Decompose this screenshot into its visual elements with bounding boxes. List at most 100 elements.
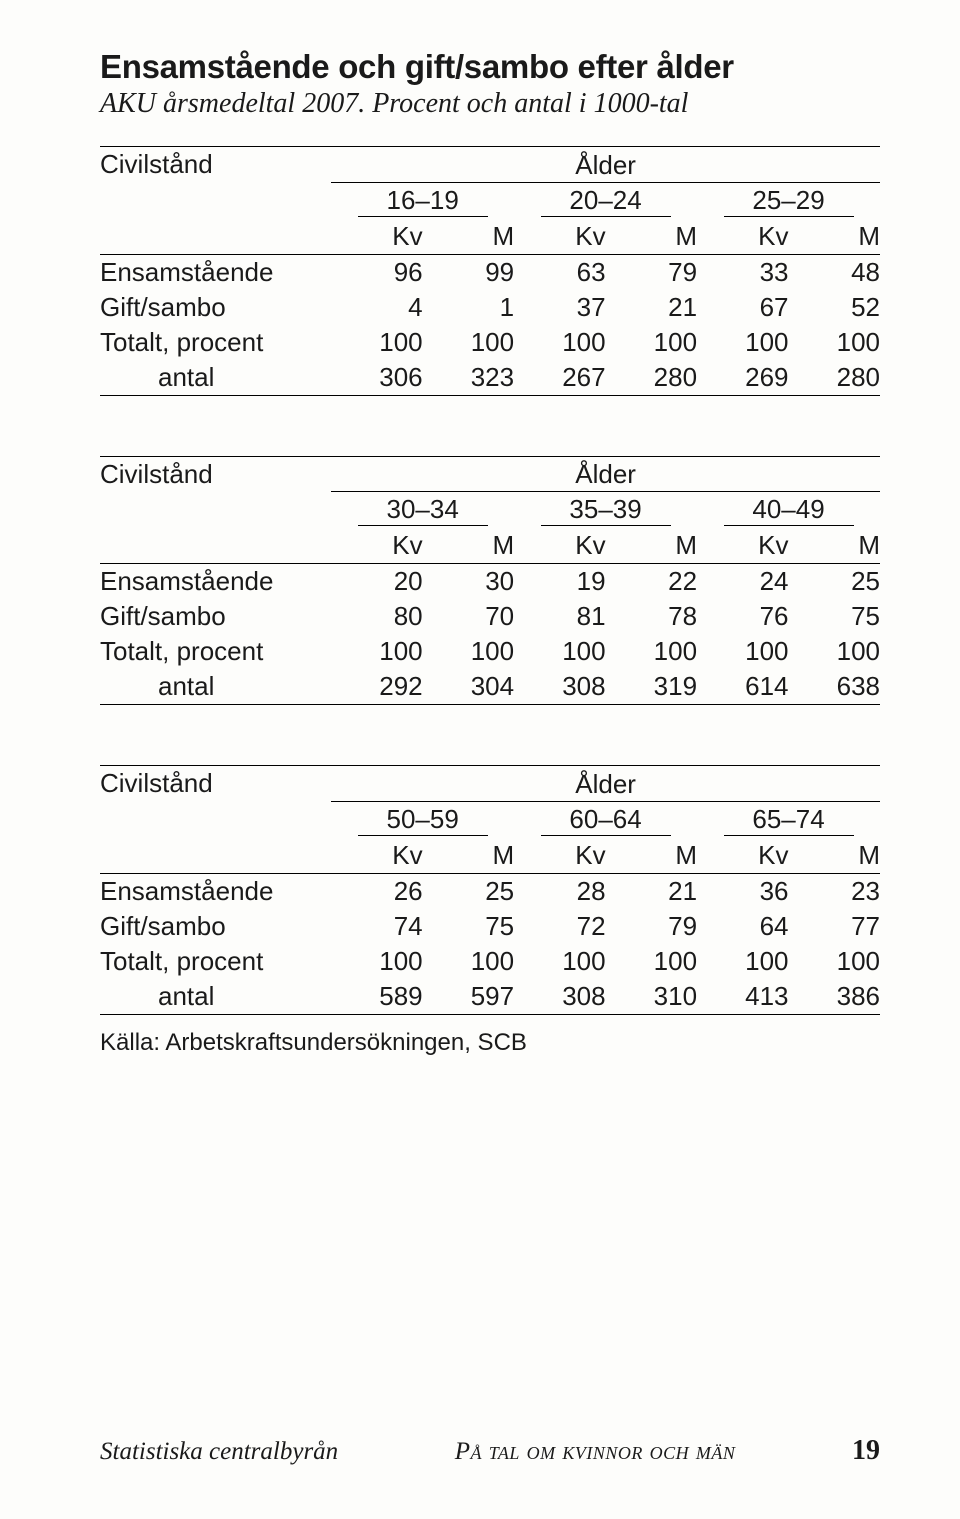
- table-row: Totalt, procent 100 100 100 100 100 100: [100, 325, 880, 360]
- col-kv: Kv: [514, 838, 605, 874]
- cell: 100: [606, 944, 697, 979]
- age-group: 50–59: [358, 804, 488, 836]
- row-label: Ensamstående: [100, 564, 331, 600]
- table-row: antal 292 304 308 319 614 638: [100, 669, 880, 705]
- age-group: 60–64: [541, 804, 671, 836]
- cell: 75: [423, 909, 514, 944]
- col-kv: Kv: [697, 219, 788, 255]
- col-m: M: [789, 528, 880, 564]
- col-m: M: [606, 838, 697, 874]
- cell: 100: [514, 944, 605, 979]
- col-kv: Kv: [697, 838, 788, 874]
- age-group: 20–24: [541, 185, 671, 217]
- row-label: Totalt, procent: [100, 944, 331, 979]
- cell: 33: [697, 254, 788, 290]
- cell: 70: [423, 599, 514, 634]
- table-row: Gift/sambo 74 75 72 79 64 77: [100, 909, 880, 944]
- cell: 80: [331, 599, 422, 634]
- cell: 72: [514, 909, 605, 944]
- table-row: Ensamstående 26 25 28 21 36 23: [100, 873, 880, 909]
- cell: 100: [331, 944, 422, 979]
- cell: 20: [331, 564, 422, 600]
- cell: 19: [514, 564, 605, 600]
- row-label: antal: [100, 979, 331, 1015]
- row-label: Totalt, procent: [100, 634, 331, 669]
- col-kv: Kv: [331, 219, 422, 255]
- cell: 310: [606, 979, 697, 1015]
- table-row: Totalt, procent 100 100 100 100 100 100: [100, 634, 880, 669]
- col-kv: Kv: [331, 528, 422, 564]
- cell: 100: [423, 944, 514, 979]
- cell: 308: [514, 669, 605, 705]
- cell: 78: [606, 599, 697, 634]
- cell: 22: [606, 564, 697, 600]
- cell: 48: [789, 254, 880, 290]
- cell: 1: [423, 290, 514, 325]
- age-group: 16–19: [358, 185, 488, 217]
- row-label: Totalt, procent: [100, 325, 331, 360]
- col-kv: Kv: [514, 528, 605, 564]
- age-group: 65–74: [724, 804, 854, 836]
- row-label: Ensamstående: [100, 254, 331, 290]
- col-m: M: [423, 838, 514, 874]
- cell: 269: [697, 360, 788, 396]
- cell: 100: [331, 634, 422, 669]
- cell: 413: [697, 979, 788, 1015]
- row-label: Gift/sambo: [100, 290, 331, 325]
- age-group: 40–49: [724, 494, 854, 526]
- row-label: Gift/sambo: [100, 599, 331, 634]
- cell: 100: [606, 325, 697, 360]
- cell: 76: [697, 599, 788, 634]
- cell: 52: [789, 290, 880, 325]
- col-header-alder: Ålder: [331, 456, 880, 492]
- row-label: Gift/sambo: [100, 909, 331, 944]
- cell: 100: [423, 325, 514, 360]
- cell: 28: [514, 873, 605, 909]
- cell: 36: [697, 873, 788, 909]
- cell: 100: [514, 634, 605, 669]
- cell: 79: [606, 909, 697, 944]
- col-kv: Kv: [331, 838, 422, 874]
- cell: 308: [514, 979, 605, 1015]
- cell: 77: [789, 909, 880, 944]
- table-row: antal 306 323 267 280 269 280: [100, 360, 880, 396]
- cell: 100: [697, 325, 788, 360]
- row-label: Ensamstående: [100, 873, 331, 909]
- cell: 64: [697, 909, 788, 944]
- cell: 100: [606, 634, 697, 669]
- cell: 100: [789, 325, 880, 360]
- cell: 81: [514, 599, 605, 634]
- col-kv: Kv: [514, 219, 605, 255]
- cell: 638: [789, 669, 880, 705]
- source-text: Källa: Arbetskraftsundersökningen, SCB: [100, 1029, 880, 1057]
- page-number: 19: [852, 1435, 880, 1467]
- cell: 24: [697, 564, 788, 600]
- cell: 25: [423, 873, 514, 909]
- cell: 304: [423, 669, 514, 705]
- row-label: antal: [100, 669, 331, 705]
- footer-title: På tal om kvinnor och män: [455, 1438, 736, 1466]
- cell: 100: [331, 325, 422, 360]
- col-header-alder: Ålder: [331, 147, 880, 183]
- table-1: Civilstånd Ålder 16–19 20–24 25–29 Kv M …: [100, 146, 880, 396]
- col-m: M: [789, 838, 880, 874]
- page-footer: Statistiska centralbyrån På tal om kvinn…: [100, 1435, 880, 1467]
- cell: 100: [423, 634, 514, 669]
- cell: 280: [789, 360, 880, 396]
- cell: 267: [514, 360, 605, 396]
- cell: 79: [606, 254, 697, 290]
- footer-publisher: Statistiska centralbyrån: [100, 1438, 338, 1466]
- table-2: Civilstånd Ålder 30–34 35–39 40–49 Kv M …: [100, 456, 880, 706]
- cell: 100: [514, 325, 605, 360]
- cell: 280: [606, 360, 697, 396]
- table-row: Gift/sambo 4 1 37 21 67 52: [100, 290, 880, 325]
- col-header-alder: Ålder: [331, 766, 880, 802]
- col-m: M: [789, 219, 880, 255]
- cell: 30: [423, 564, 514, 600]
- cell: 306: [331, 360, 422, 396]
- cell: 25: [789, 564, 880, 600]
- cell: 23: [789, 873, 880, 909]
- cell: 100: [697, 634, 788, 669]
- cell: 614: [697, 669, 788, 705]
- cell: 37: [514, 290, 605, 325]
